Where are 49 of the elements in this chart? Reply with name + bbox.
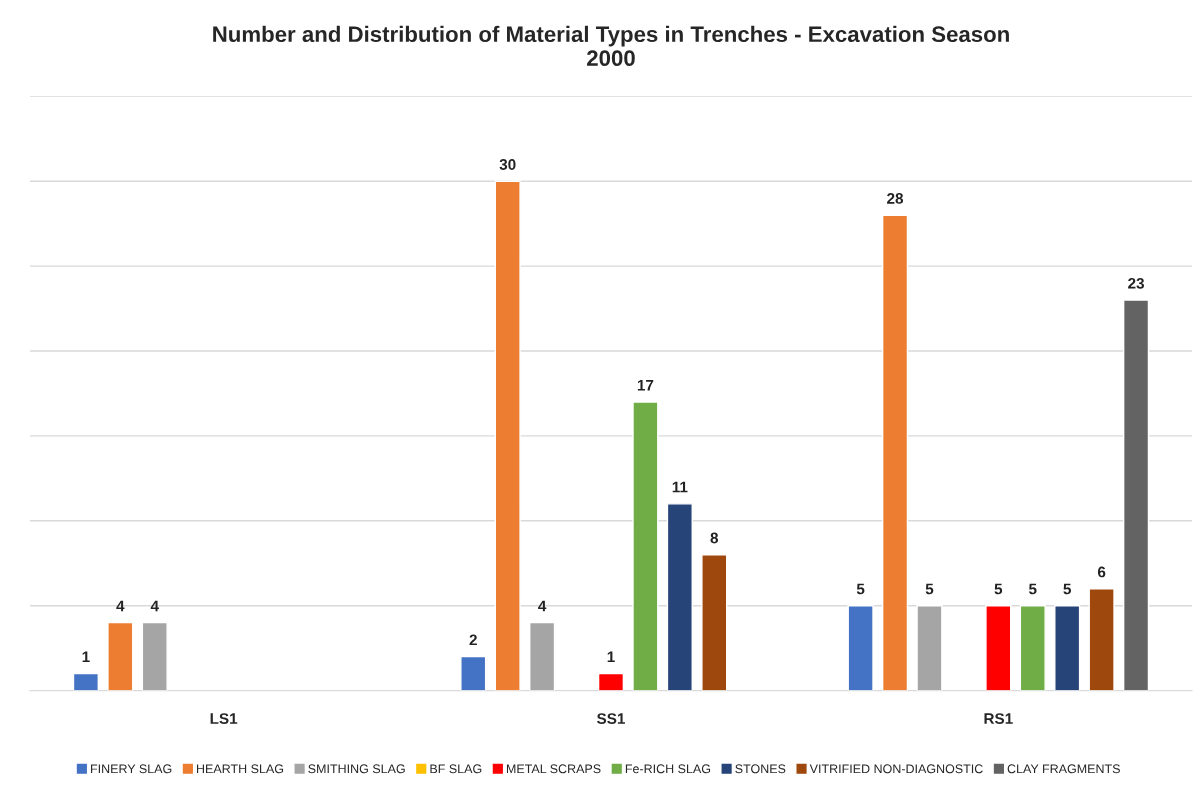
data-label: 11 (672, 481, 688, 493)
x-tick-label: LS1 (210, 713, 238, 725)
data-label: 1 (607, 651, 615, 663)
legend-label: Fe-RICH SLAG (625, 764, 711, 774)
bar (916, 604, 943, 691)
data-label: 4 (116, 600, 125, 612)
bar (1019, 604, 1046, 691)
data-label: 5 (925, 583, 934, 595)
data-label: 5 (1028, 583, 1037, 595)
bar (985, 604, 1012, 691)
data-label: 5 (1063, 583, 1072, 595)
chart-title: Number and Distribution of Material Types in Trenches - Excavation Season 2000 (213, 25, 1009, 67)
bar (881, 214, 909, 691)
data-label: 28 (887, 193, 904, 204)
bar (701, 554, 728, 691)
data-label: 30 (499, 159, 516, 170)
bar (666, 503, 693, 691)
legend-label: METAL SCRAPS (506, 764, 601, 774)
data-label: 23 (1128, 277, 1144, 289)
bar (1054, 604, 1081, 691)
legend-label: VITRIFIED NON-DIAGNOSTIC (809, 764, 983, 774)
data-label: 1 (82, 651, 90, 663)
data-label: 4 (150, 600, 159, 612)
bar (107, 621, 134, 691)
legend-label: BF SLAG (430, 764, 482, 774)
data-label: 5 (856, 583, 865, 595)
legend-label: STONES (735, 764, 786, 774)
bar (632, 401, 659, 691)
data-label: 2 (469, 634, 477, 646)
bar (1088, 588, 1115, 691)
data-label: 4 (538, 600, 547, 612)
x-tick-label: RS1 (984, 713, 1013, 725)
legend-label: CLAY FRAGMENTS (1007, 764, 1120, 774)
bar (494, 180, 521, 691)
legend-label: HEARTH SLAG (197, 764, 284, 774)
data-label: 8 (710, 532, 719, 544)
legend-label: FINERY SLAG (91, 764, 172, 774)
bar (460, 655, 487, 691)
legend-label: SMITHING SLAG (308, 764, 405, 774)
bar (597, 672, 625, 691)
bar (141, 621, 168, 691)
data-label: 6 (1097, 566, 1106, 578)
bar (1122, 299, 1150, 691)
bar (529, 621, 556, 691)
bar (72, 672, 99, 691)
data-label: 17 (637, 379, 654, 391)
x-tick-label: SS1 (596, 713, 625, 725)
bar (847, 604, 874, 691)
data-label: 5 (994, 583, 1003, 595)
